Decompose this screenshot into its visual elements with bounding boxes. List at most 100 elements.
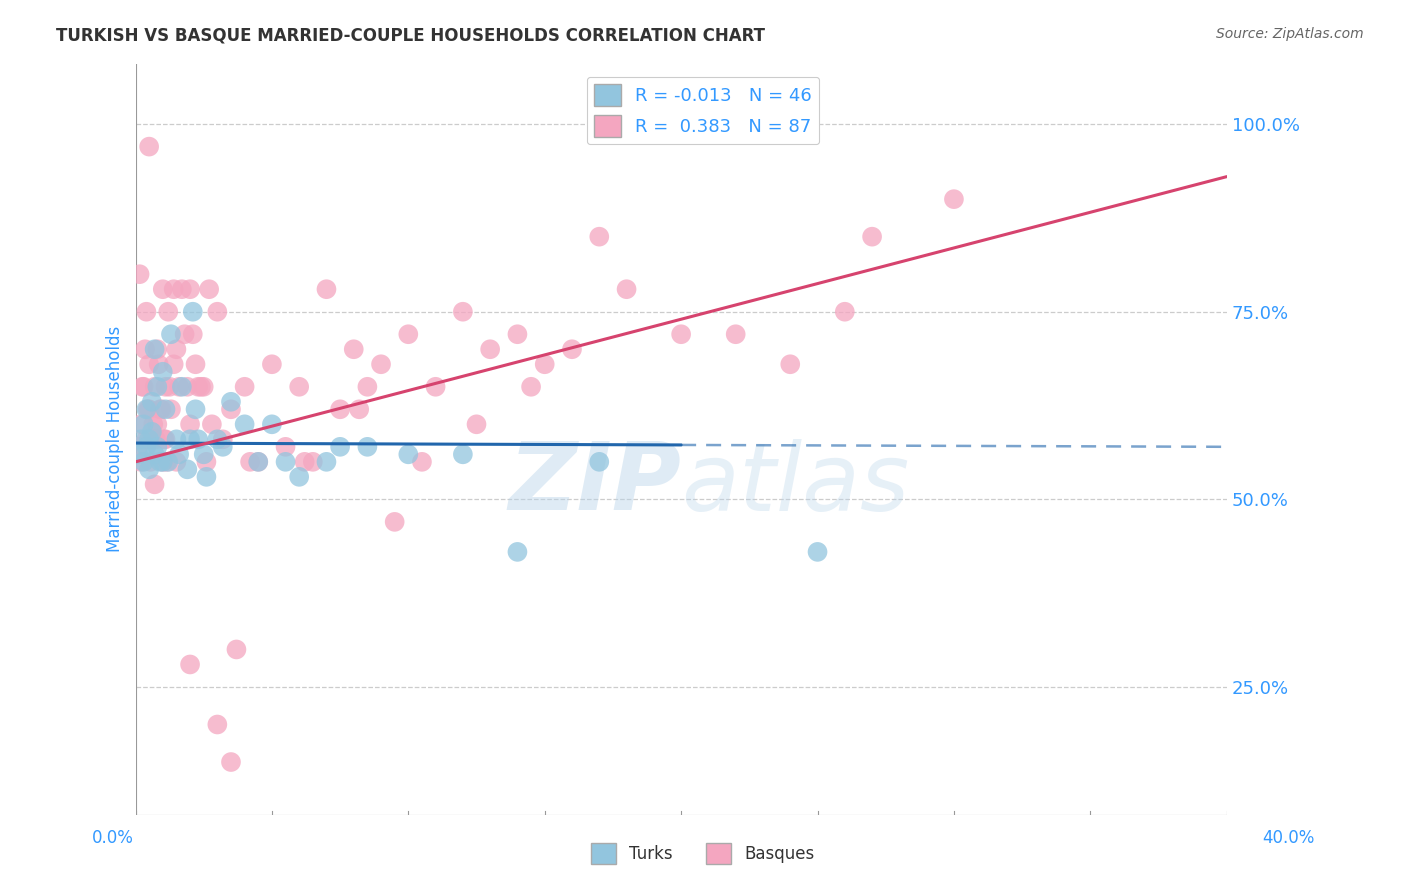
- Point: [201, 417, 224, 432]
- Point: [165, 343, 187, 357]
- Point: [187, 432, 209, 446]
- Point: [451, 447, 474, 461]
- Legend: R = -0.013   N = 46, R =  0.383   N = 87: R = -0.013 N = 46, R = 0.383 N = 87: [586, 77, 820, 145]
- Point: [160, 327, 183, 342]
- Point: [138, 402, 160, 417]
- Point: [588, 229, 610, 244]
- Point: [834, 304, 856, 318]
- Point: [132, 417, 155, 432]
- Point: [155, 380, 177, 394]
- Point: [294, 455, 316, 469]
- Text: 40.0%: 40.0%: [1263, 829, 1315, 847]
- Point: [207, 304, 229, 318]
- Point: [150, 402, 173, 417]
- Point: [343, 343, 366, 357]
- Point: [616, 282, 638, 296]
- Point: [134, 343, 156, 357]
- Point: [190, 380, 212, 394]
- Point: [176, 462, 198, 476]
- Point: [129, 417, 152, 432]
- Point: [146, 343, 169, 357]
- Point: [167, 447, 190, 461]
- Point: [127, 440, 149, 454]
- Point: [148, 357, 170, 371]
- Point: [131, 380, 153, 394]
- Point: [860, 229, 883, 244]
- Point: [329, 440, 352, 454]
- Point: [198, 282, 221, 296]
- Point: [152, 365, 174, 379]
- Point: [145, 432, 167, 446]
- Point: [411, 455, 433, 469]
- Point: [806, 545, 828, 559]
- Point: [160, 402, 183, 417]
- Point: [193, 380, 215, 394]
- Point: [139, 455, 162, 469]
- Point: [156, 455, 179, 469]
- Point: [149, 402, 172, 417]
- Point: [588, 455, 610, 469]
- Point: [219, 755, 242, 769]
- Point: [181, 327, 204, 342]
- Point: [135, 440, 157, 454]
- Point: [233, 380, 256, 394]
- Point: [165, 432, 187, 446]
- Point: [135, 432, 157, 446]
- Point: [211, 440, 233, 454]
- Point: [274, 455, 297, 469]
- Point: [143, 380, 166, 394]
- Point: [396, 327, 419, 342]
- Point: [152, 282, 174, 296]
- Point: [153, 432, 176, 446]
- Point: [165, 455, 187, 469]
- Point: [195, 470, 218, 484]
- Text: ZIP: ZIP: [508, 438, 681, 531]
- Point: [506, 545, 529, 559]
- Point: [942, 192, 965, 206]
- Point: [288, 470, 311, 484]
- Point: [425, 380, 447, 394]
- Text: TURKISH VS BASQUE MARRIED-COUPLE HOUSEHOLDS CORRELATION CHART: TURKISH VS BASQUE MARRIED-COUPLE HOUSEHO…: [56, 27, 765, 45]
- Point: [141, 394, 163, 409]
- Point: [179, 282, 201, 296]
- Point: [184, 357, 207, 371]
- Point: [315, 282, 337, 296]
- Point: [239, 455, 262, 469]
- Point: [187, 380, 209, 394]
- Point: [347, 402, 370, 417]
- Point: [127, 447, 149, 461]
- Text: 0.0%: 0.0%: [91, 829, 134, 847]
- Point: [138, 432, 160, 446]
- Point: [176, 380, 198, 394]
- Point: [179, 432, 201, 446]
- Point: [129, 455, 152, 469]
- Point: [233, 417, 256, 432]
- Point: [163, 357, 186, 371]
- Point: [533, 357, 555, 371]
- Point: [479, 343, 502, 357]
- Point: [396, 447, 419, 461]
- Point: [184, 402, 207, 417]
- Point: [138, 357, 160, 371]
- Point: [155, 402, 177, 417]
- Point: [193, 447, 215, 461]
- Point: [170, 282, 193, 296]
- Point: [143, 447, 166, 461]
- Point: [135, 304, 157, 318]
- Point: [329, 402, 352, 417]
- Point: [141, 425, 163, 439]
- Point: [159, 380, 181, 394]
- Point: [152, 455, 174, 469]
- Text: atlas: atlas: [681, 439, 910, 530]
- Point: [149, 455, 172, 469]
- Point: [356, 440, 378, 454]
- Point: [132, 455, 155, 469]
- Point: [370, 357, 392, 371]
- Point: [146, 440, 169, 454]
- Point: [143, 477, 166, 491]
- Point: [506, 327, 529, 342]
- Point: [520, 380, 543, 394]
- Point: [260, 357, 283, 371]
- Point: [132, 380, 155, 394]
- Point: [384, 515, 406, 529]
